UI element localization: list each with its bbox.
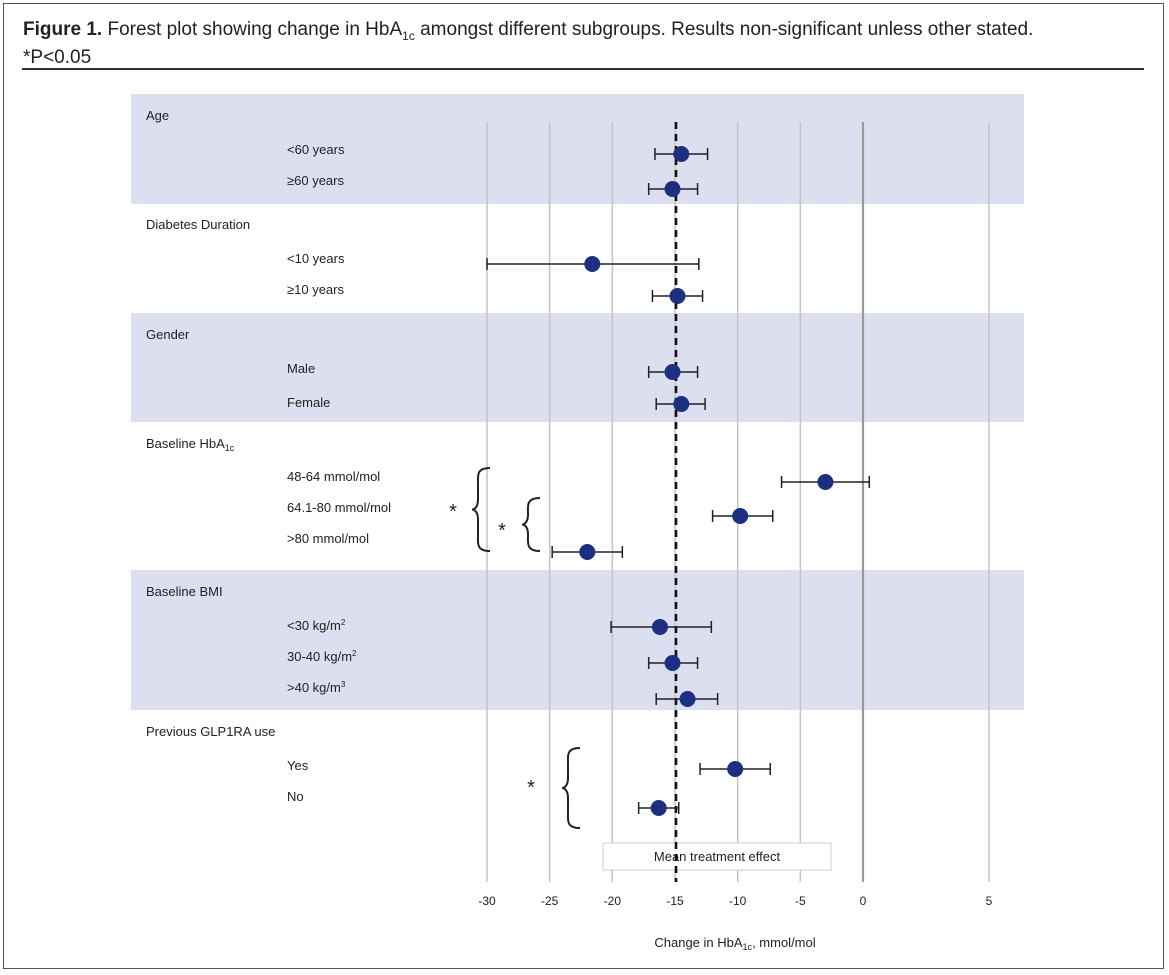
caption-text-pre: Forest plot showing change in HbA [102, 19, 403, 40]
row-label: >40 kg/m3 [287, 680, 346, 695]
caption-label: Figure 1. [23, 19, 103, 40]
figure-frame [3, 3, 1164, 969]
point-estimate [727, 761, 744, 777]
point-estimate [732, 508, 749, 524]
group-band-1 [131, 94, 1024, 204]
significance-brace [521, 497, 541, 552]
significance-asterisk: * [449, 501, 457, 523]
group-header: Baseline HbA1c [146, 436, 235, 453]
row-label: ≥60 years [287, 173, 344, 188]
point-estimate [584, 256, 601, 272]
group-band-5 [131, 570, 1024, 710]
significance-brace [561, 747, 581, 829]
significance-note: *P<0.05 [23, 46, 92, 68]
x-tick-label: -10 [729, 894, 747, 908]
row-label: Male [287, 361, 315, 376]
row-label: 48-64 mmol/mol [287, 469, 380, 484]
significance-brace [471, 467, 491, 552]
point-estimate [664, 655, 681, 671]
x-tick-label: -25 [541, 894, 559, 908]
row-label: No [287, 789, 304, 804]
group-band-3 [131, 313, 1024, 422]
point-estimate [669, 288, 686, 304]
point-estimate [817, 474, 834, 490]
point-estimate [579, 544, 596, 560]
point-estimate [673, 146, 690, 162]
group-header: Previous GLP1RA use [146, 724, 275, 739]
row-label: <10 years [287, 251, 345, 266]
x-axis-label: Change in HbA1c, mmol/mol [654, 935, 815, 952]
x-tick-label: 5 [986, 894, 993, 908]
point-estimate [650, 800, 667, 816]
point-estimate [679, 691, 696, 707]
caption-text-sub: 1c [402, 28, 415, 43]
group-header: Age [146, 108, 169, 123]
caption-text-post: amongst different subgroups. Results non… [414, 19, 1034, 40]
row-label: 30-40 kg/m2 [287, 649, 357, 664]
group-header: Diabetes Duration [146, 217, 250, 232]
row-label: >80 mmol/mol [287, 531, 369, 546]
point-estimate [664, 364, 681, 380]
row-label: 64.1-80 mmol/mol [287, 500, 391, 515]
x-tick-label: -20 [604, 894, 622, 908]
caption-rule [22, 68, 1144, 70]
row-label: Yes [287, 758, 309, 773]
x-tick-label: -5 [795, 894, 806, 908]
row-label: <30 kg/m2 [287, 618, 346, 633]
row-label: Female [287, 395, 330, 410]
mean-effect-label-box [602, 842, 832, 871]
significance-asterisk: * [527, 777, 535, 799]
group-header: Gender [146, 327, 190, 342]
x-tick-label: 0 [860, 894, 867, 908]
mean-effect-label: Mean treatment effect [654, 849, 781, 864]
x-tick-label: -15 [666, 894, 684, 908]
row-label: ≥10 years [287, 282, 344, 297]
point-estimate [651, 619, 668, 635]
row-label: <60 years [287, 142, 345, 157]
point-estimate [664, 181, 681, 197]
significance-asterisk: * [498, 520, 506, 542]
figure-caption: Figure 1. Forest plot showing change in … [23, 19, 1123, 69]
x-tick-label: -30 [478, 894, 496, 908]
group-header: Baseline BMI [146, 584, 223, 599]
point-estimate [673, 396, 690, 412]
